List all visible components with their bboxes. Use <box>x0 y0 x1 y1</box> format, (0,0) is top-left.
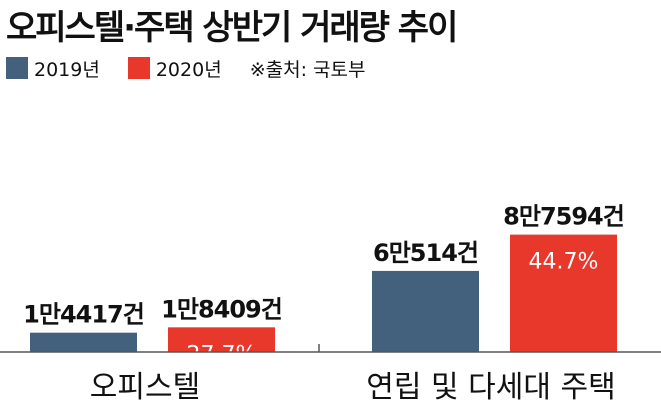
source-note: ※출처: 국토부 <box>249 58 366 81</box>
bar-1-1 <box>510 234 617 352</box>
legend-swatch-2019 <box>6 57 28 79</box>
chart-title: 오피스텔·주택 상반기 거래량 추이 <box>6 8 458 48</box>
bar-1-0 <box>168 327 275 352</box>
change-label-1-0: 27.7% <box>187 342 257 367</box>
legend: 2019년 2020년 ※출처: 국토부 <box>6 55 366 82</box>
bar-0-0 <box>30 332 137 352</box>
category-label-1: 연립 및 다세대 주택 <box>366 370 615 405</box>
value-label-1-0: 1만8409건 <box>161 295 282 323</box>
change-label-1-1: 44.7% <box>529 250 599 275</box>
legend-label-2020: 2020년 <box>155 58 222 81</box>
legend-item-2020: 2020년 <box>127 55 222 82</box>
bar-0-1 <box>372 270 479 352</box>
category-label-0: 오피스텔 <box>90 370 200 405</box>
legend-item-2019: 2019년 <box>6 55 100 82</box>
legend-label-2019: 2019년 <box>34 58 100 81</box>
legend-swatch-2020 <box>127 57 150 79</box>
value-label-1-1: 8만7594건 <box>503 203 624 231</box>
value-label-0-0: 1만4417건 <box>23 301 144 329</box>
value-label-0-1: 6만514건 <box>373 239 478 267</box>
